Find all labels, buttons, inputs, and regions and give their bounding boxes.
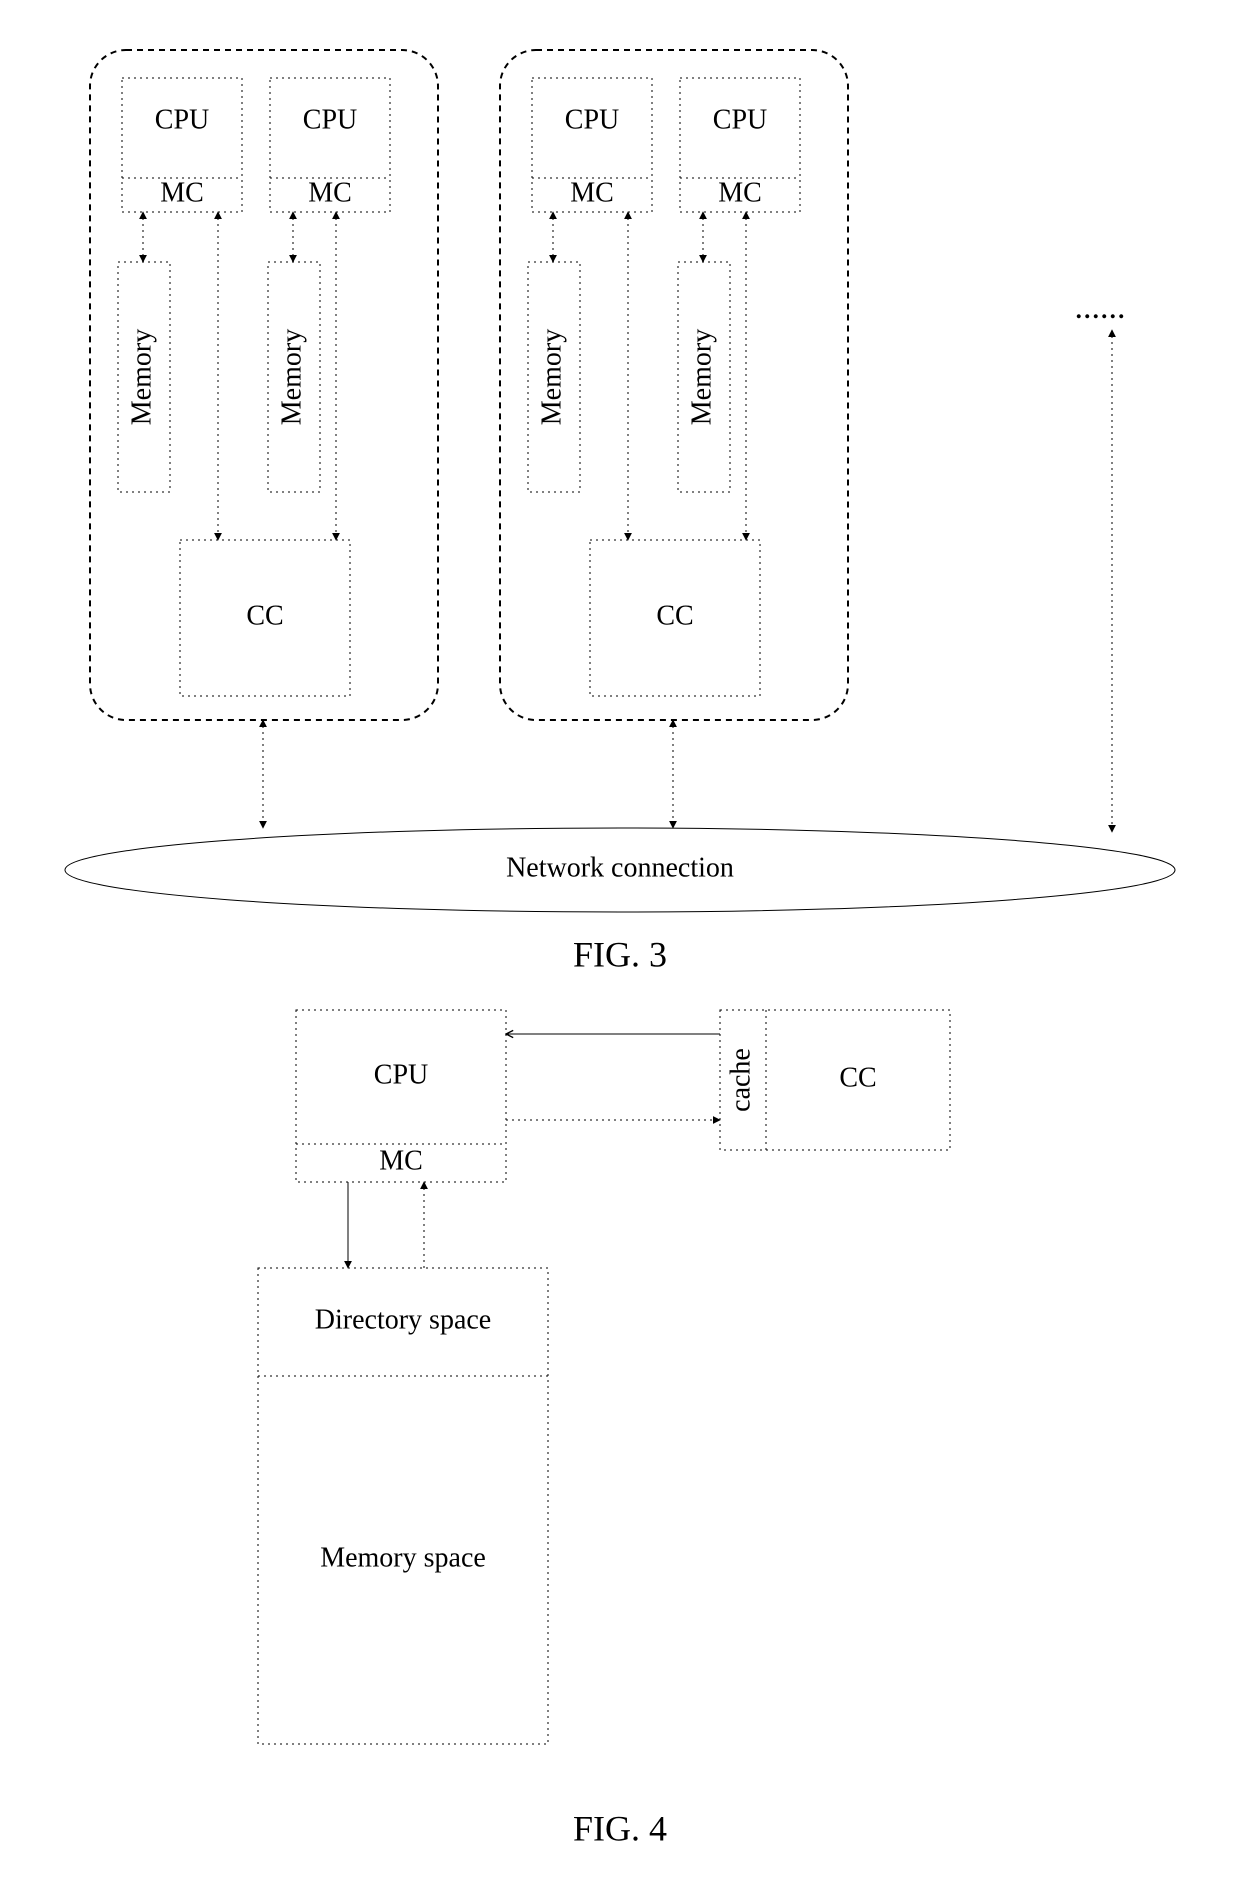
text-shape: cache [725,1048,756,1112]
text-shape: CPU [303,104,357,135]
text-shape: Memory [536,329,567,425]
ellipsis: ...... [1075,289,1126,326]
text-shape: MC [718,177,762,208]
network-label: Network connection [506,852,734,883]
fig3-caption: FIG. 3 [573,934,667,974]
text-shape: MC [379,1145,423,1176]
text-shape: CC [246,600,283,631]
text-shape: CPU [565,104,619,135]
text-shape: CPU [713,104,767,135]
text-shape: Directory space [315,1304,491,1335]
text-shape: Memory [686,329,717,425]
text-shape: Memory [126,329,157,425]
text-shape: Memory space [320,1542,486,1573]
rect-shape [258,1268,548,1744]
text-shape: MC [308,177,352,208]
fig4-caption: FIG. 4 [573,1808,667,1848]
text-shape: Memory [276,329,307,425]
text-shape: MC [160,177,204,208]
text-shape: MC [570,177,614,208]
text-shape: CPU [374,1059,428,1090]
text-shape: CC [656,600,693,631]
text-shape: CC [839,1062,876,1093]
text-shape: CPU [155,104,209,135]
